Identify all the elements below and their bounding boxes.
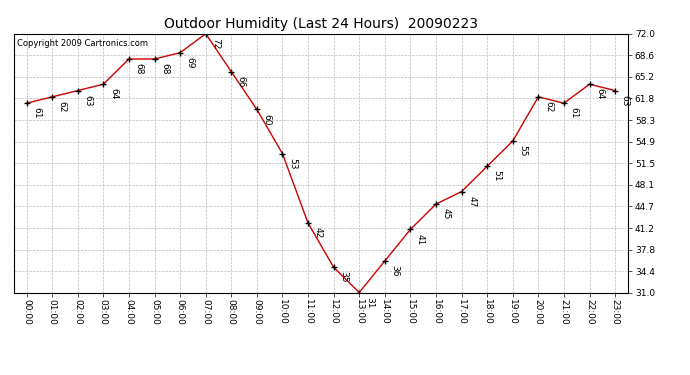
Text: 36: 36 bbox=[391, 265, 400, 277]
Text: 72: 72 bbox=[211, 38, 220, 49]
Text: 64: 64 bbox=[595, 88, 604, 100]
Text: 51: 51 bbox=[493, 171, 502, 182]
Text: 60: 60 bbox=[262, 114, 271, 125]
Text: Copyright 2009 Cartronics.com: Copyright 2009 Cartronics.com bbox=[17, 39, 148, 48]
Text: 55: 55 bbox=[518, 145, 527, 157]
Text: 68: 68 bbox=[135, 63, 144, 75]
Text: 41: 41 bbox=[416, 234, 425, 245]
Text: 62: 62 bbox=[58, 101, 67, 112]
Text: 66: 66 bbox=[237, 76, 246, 87]
Text: 63: 63 bbox=[83, 95, 92, 106]
Text: 68: 68 bbox=[160, 63, 169, 75]
Text: 31: 31 bbox=[365, 297, 374, 308]
Text: 47: 47 bbox=[467, 196, 476, 207]
Text: 64: 64 bbox=[109, 88, 118, 100]
Text: 63: 63 bbox=[621, 95, 630, 106]
Text: 62: 62 bbox=[544, 101, 553, 112]
Text: 69: 69 bbox=[186, 57, 195, 68]
Text: 42: 42 bbox=[314, 227, 323, 238]
Title: Outdoor Humidity (Last 24 Hours)  20090223: Outdoor Humidity (Last 24 Hours) 2009022… bbox=[164, 17, 478, 31]
Text: 45: 45 bbox=[442, 209, 451, 220]
Text: 53: 53 bbox=[288, 158, 297, 170]
Text: 35: 35 bbox=[339, 272, 348, 283]
Text: 61: 61 bbox=[32, 107, 41, 119]
Text: 61: 61 bbox=[569, 107, 578, 119]
